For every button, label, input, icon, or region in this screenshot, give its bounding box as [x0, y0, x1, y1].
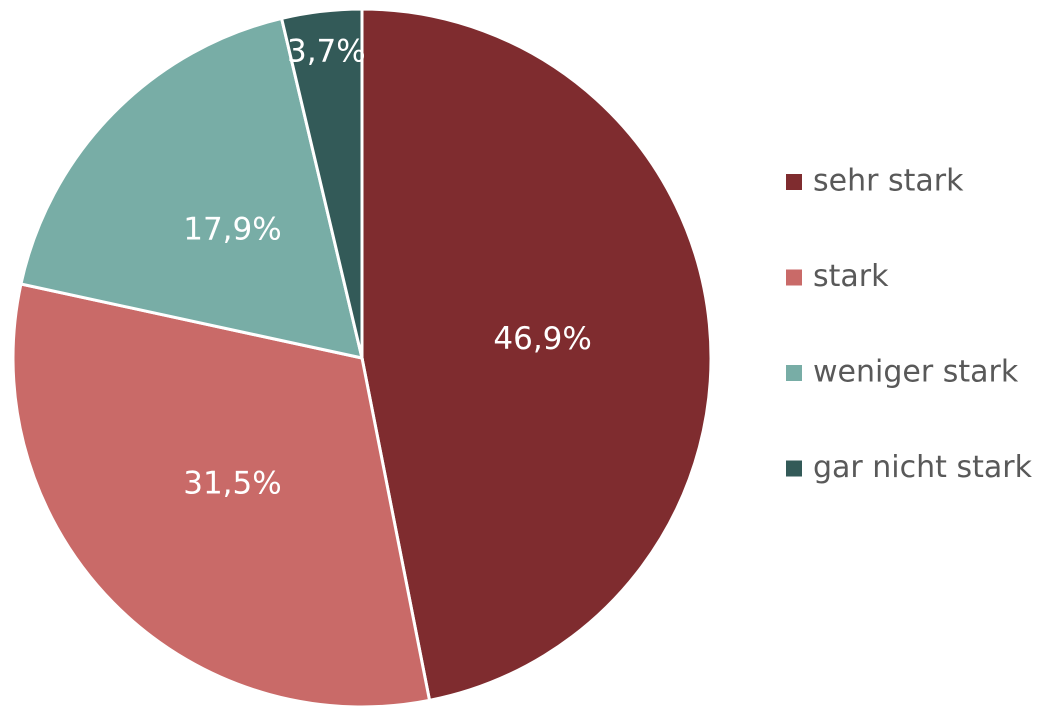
pie-slice: [279, 7, 364, 359]
legend-swatch: [786, 174, 802, 190]
legend-label: weniger stark: [813, 355, 1019, 390]
legend-label: stark: [813, 259, 889, 294]
legend-swatch: [786, 269, 802, 286]
data-label: 46,9%: [493, 321, 591, 357]
legend-label: gar nicht stark: [813, 450, 1033, 485]
pie-slice: [19, 16, 365, 360]
data-label: 17,9%: [183, 211, 281, 247]
pie-slice: [360, 7, 713, 703]
legend-label: sehr stark: [813, 164, 964, 199]
data-label: 31,5%: [183, 466, 281, 502]
legend-swatch: [786, 365, 802, 381]
data-label: 3,7%: [287, 33, 366, 69]
legend-swatch: [786, 460, 802, 477]
